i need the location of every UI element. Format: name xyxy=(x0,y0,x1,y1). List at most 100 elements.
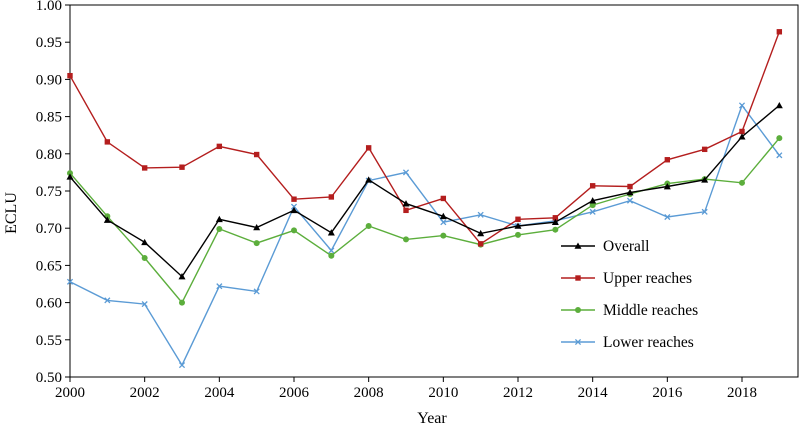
data-point-lower-reaches xyxy=(738,102,746,109)
data-point-lower-reaches xyxy=(178,362,186,369)
data-point-middle-reaches xyxy=(141,254,148,261)
data-point-upper-reaches xyxy=(328,194,335,200)
data-point-middle-reaches xyxy=(365,222,372,229)
data-point-overall xyxy=(66,173,74,180)
data-point-middle-reaches xyxy=(515,231,521,238)
data-point-middle-reaches xyxy=(216,225,223,232)
data-point-overall xyxy=(589,197,597,204)
marker-stroke xyxy=(178,362,186,369)
axes: 0.50 0.55 0.60 0.65 0.70 0.75 0.80 0.85 0.90 0.95… xyxy=(36,0,799,401)
legend-label-upper-reaches: Upper reaches xyxy=(603,270,692,287)
legend-marker-middle-reaches xyxy=(575,307,581,313)
series-line-lower-reaches xyxy=(69,103,780,367)
marker-stroke xyxy=(141,301,148,308)
data-point-overall xyxy=(141,238,149,246)
data-point-middle-reaches xyxy=(67,170,73,177)
data-point-overall xyxy=(477,229,485,237)
marker-stroke xyxy=(104,297,111,304)
y-tick-label: 0.90 xyxy=(36,72,62,88)
y-tick-label: 0.75 xyxy=(36,184,62,200)
marker-stroke xyxy=(626,197,634,204)
y-tick-label: 0.95 xyxy=(36,35,62,51)
data-point-upper-reaches xyxy=(440,195,447,202)
data-point-lower-reaches xyxy=(402,169,410,176)
marker-stroke xyxy=(253,288,260,295)
plot-frame xyxy=(69,4,799,378)
marker-stroke xyxy=(589,208,596,215)
data-point-upper-reaches xyxy=(403,207,409,214)
data-point-lower-reaches xyxy=(290,203,298,210)
marker-stroke xyxy=(440,219,447,226)
data-point-upper-reaches xyxy=(216,143,223,150)
data-point-lower-reaches xyxy=(626,197,634,204)
data-point-upper-reaches xyxy=(589,183,596,189)
legend-item-overall: Overall xyxy=(561,238,649,255)
y-axis-title: ECLU xyxy=(3,192,20,234)
data-point-middle-reaches xyxy=(253,240,260,247)
legend-item-upper-reaches: Upper reaches xyxy=(561,270,692,287)
data-point-upper-reaches xyxy=(253,151,260,158)
legend-marker-lower-reaches xyxy=(574,338,582,346)
data-point-upper-reaches xyxy=(627,183,633,190)
marker-stroke xyxy=(664,213,671,221)
marker-stroke xyxy=(66,278,74,285)
data-point-lower-reaches xyxy=(66,278,74,285)
x-tick-label: 2004 xyxy=(204,385,235,401)
data-point-upper-reaches xyxy=(739,128,745,135)
data-point-lower-reaches xyxy=(328,247,335,254)
data-point-upper-reaches xyxy=(664,157,671,163)
data-point-lower-reaches xyxy=(253,288,260,295)
data-point-upper-reaches xyxy=(515,216,521,222)
x-tick-label: 2018 xyxy=(727,385,757,401)
marker-stroke xyxy=(328,247,335,254)
marker-stroke xyxy=(738,102,746,109)
data-point-overall xyxy=(738,133,746,140)
legend-item-lower-reaches: Lower reaches xyxy=(561,334,694,351)
x-tick-label: 2008 xyxy=(354,385,384,401)
data-point-upper-reaches xyxy=(67,72,73,79)
marker-stroke xyxy=(216,283,223,290)
data-point-overall xyxy=(514,222,522,229)
x-tick-label: 2002 xyxy=(130,385,160,401)
data-point-overall xyxy=(775,101,783,109)
marker-stroke xyxy=(776,152,783,159)
x-tick-label: 2014 xyxy=(578,385,609,401)
data-point-lower-reaches xyxy=(440,219,447,226)
data-point-lower-reaches xyxy=(776,152,783,159)
data-point-overall xyxy=(103,216,111,223)
marker-stroke xyxy=(574,338,582,346)
legend: Overall Upper reaches Middle reaches Lower … xyxy=(561,238,698,351)
data-point-lower-reaches xyxy=(141,301,148,308)
data-point-overall xyxy=(365,176,373,183)
data-point-middle-reaches xyxy=(440,232,447,239)
x-tick-label: 2000 xyxy=(55,385,85,401)
data-point-middle-reaches xyxy=(739,179,745,186)
data-point-upper-reaches xyxy=(776,29,783,35)
series-overall xyxy=(66,101,783,280)
legend-marker-overall xyxy=(574,242,582,249)
series-line-upper-reaches xyxy=(69,31,780,245)
legend-item-middle-reaches: Middle reaches xyxy=(561,302,698,319)
data-point-overall xyxy=(701,176,709,183)
data-point-overall xyxy=(663,183,671,190)
data-point-lower-reaches xyxy=(664,213,671,221)
data-point-overall xyxy=(178,273,186,280)
data-point-middle-reaches xyxy=(589,202,596,209)
y-tick-label: 0.60 xyxy=(36,296,62,312)
marker-stroke xyxy=(477,211,484,218)
series-upper-reaches xyxy=(67,29,783,247)
data-point-upper-reaches xyxy=(141,165,148,171)
data-point-middle-reaches xyxy=(328,252,335,259)
data-point-upper-reaches xyxy=(552,215,559,221)
data-point-middle-reaches xyxy=(179,299,185,306)
x-axis-title: Year xyxy=(417,410,447,427)
data-point-lower-reaches xyxy=(589,208,596,215)
data-point-upper-reaches xyxy=(179,164,185,170)
y-tick-label: 0.85 xyxy=(36,110,62,126)
data-point-lower-reaches xyxy=(104,297,111,304)
y-tick-label: 0.65 xyxy=(36,258,62,274)
data-point-overall xyxy=(626,188,634,196)
data-point-middle-reaches xyxy=(291,227,297,234)
y-tick-label: 0.50 xyxy=(36,370,62,386)
series-line-middle-reaches xyxy=(69,137,780,304)
